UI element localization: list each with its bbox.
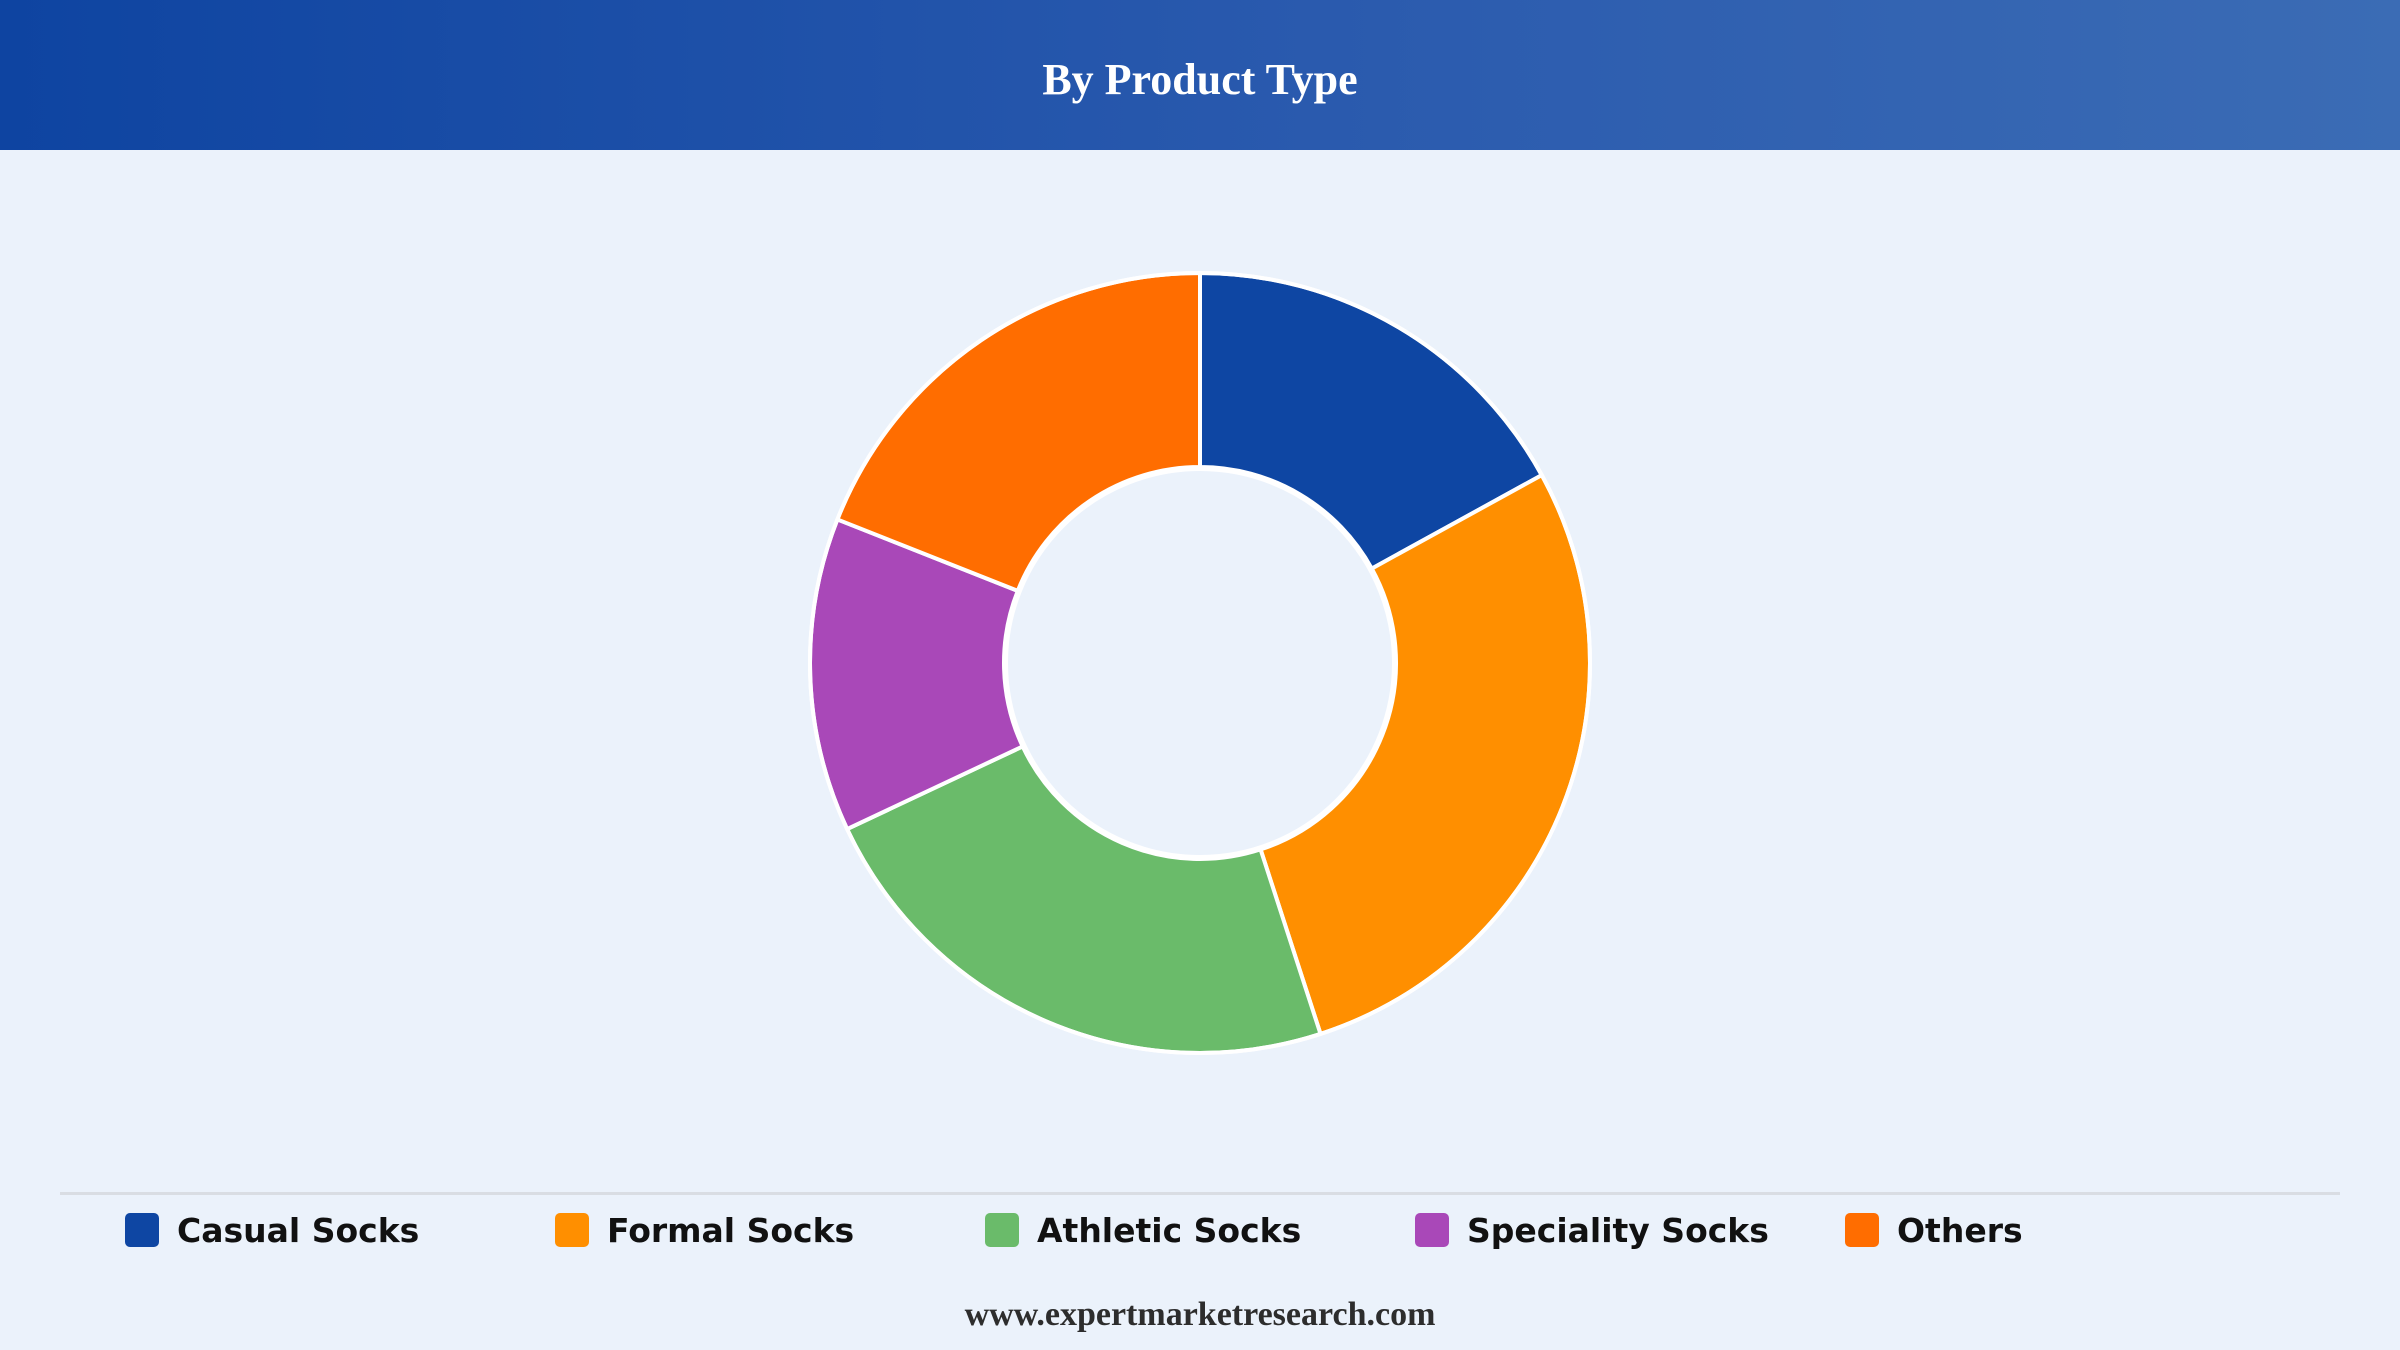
donut-chart [808,271,1593,1055]
legend-label-casual-socks: Casual Socks [177,1210,420,1250]
header-bar: By Product Type [0,0,2400,150]
chart-title: By Product Type [1042,55,1358,104]
source-url[interactable]: www.expertmarketresearch.com [964,1296,1436,1333]
legend-label-speciality-socks: Speciality Socks [1467,1210,1769,1250]
legend-item-others[interactable]: Others [1845,1208,2023,1252]
donut-outer-outline [808,271,1592,1055]
legend-label-formal-socks: Formal Socks [607,1210,855,1250]
legend-swatch-speciality-socks [1415,1213,1449,1247]
legend-item-casual-socks[interactable]: Casual Socks [125,1208,419,1252]
legend-item-athletic-socks[interactable]: Athletic Socks [985,1208,1301,1252]
legend-swatch-others [1845,1213,1879,1247]
donut-hole [1004,467,1396,859]
legend-divider [60,1192,2340,1195]
legend-label-others: Others [1897,1210,2023,1250]
legend-item-speciality-socks[interactable]: Speciality Socks [1415,1208,1769,1252]
legend-swatch-formal-socks [555,1213,589,1247]
legend-label-athletic-socks: Athletic Socks [1037,1210,1302,1250]
legend-item-formal-socks[interactable]: Formal Socks [555,1208,854,1252]
legend-swatch-casual-socks [125,1213,159,1247]
legend-swatch-athletic-socks [985,1213,1019,1247]
